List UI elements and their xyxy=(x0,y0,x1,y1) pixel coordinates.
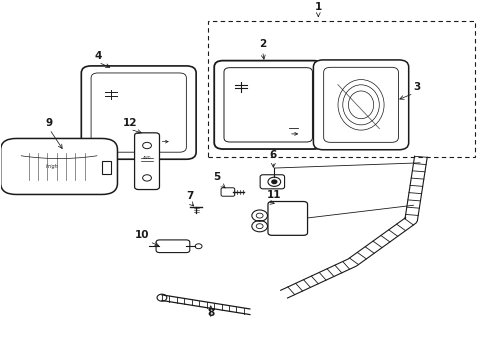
Text: 4: 4 xyxy=(95,51,102,60)
Text: 3: 3 xyxy=(414,82,421,92)
Text: 7: 7 xyxy=(187,191,194,201)
Text: 5: 5 xyxy=(213,172,220,182)
Bar xyxy=(102,161,111,174)
Text: hrigh: hrigh xyxy=(46,164,59,169)
FancyBboxPatch shape xyxy=(91,73,186,152)
Text: 6: 6 xyxy=(270,150,277,159)
FancyBboxPatch shape xyxy=(0,139,118,194)
Text: 1: 1 xyxy=(315,2,322,12)
FancyBboxPatch shape xyxy=(221,188,235,196)
FancyBboxPatch shape xyxy=(156,240,190,253)
FancyBboxPatch shape xyxy=(214,60,322,149)
FancyBboxPatch shape xyxy=(268,202,308,235)
Text: 2: 2 xyxy=(259,39,266,49)
Text: 10: 10 xyxy=(135,230,150,240)
FancyBboxPatch shape xyxy=(81,66,196,159)
Text: 11: 11 xyxy=(267,190,281,200)
Text: 12: 12 xyxy=(123,118,137,127)
FancyBboxPatch shape xyxy=(260,175,285,189)
Text: 9: 9 xyxy=(46,118,53,127)
Circle shape xyxy=(272,180,277,184)
Text: 4WD: 4WD xyxy=(143,156,151,159)
FancyBboxPatch shape xyxy=(314,60,409,150)
FancyBboxPatch shape xyxy=(135,133,159,189)
Bar xyxy=(208,21,475,157)
Text: 8: 8 xyxy=(207,308,215,318)
